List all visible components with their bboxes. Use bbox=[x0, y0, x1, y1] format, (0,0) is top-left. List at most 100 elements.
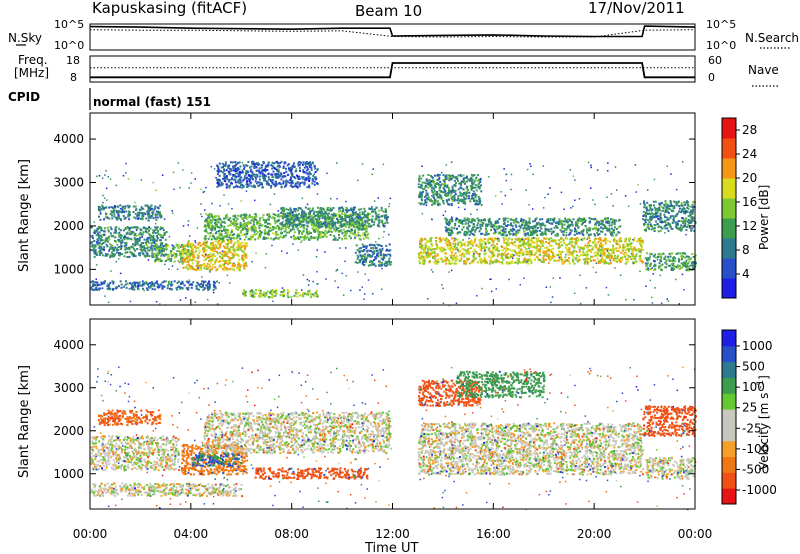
heat-cell bbox=[264, 232, 267, 235]
heat-cell bbox=[287, 163, 290, 166]
heat-cell bbox=[246, 176, 249, 179]
heat-cell bbox=[96, 238, 99, 241]
heat-cell bbox=[218, 174, 221, 177]
heat-cell bbox=[315, 222, 318, 225]
heat-cell bbox=[488, 262, 491, 265]
heat-cell bbox=[373, 243, 376, 246]
heat-cell bbox=[440, 195, 443, 198]
heat-cell bbox=[228, 247, 231, 250]
heat-cell bbox=[627, 254, 630, 257]
heat-cell bbox=[597, 237, 600, 240]
heat-cell bbox=[557, 253, 560, 256]
heat-cell bbox=[464, 197, 467, 200]
heat-cell bbox=[139, 245, 142, 248]
heat-cell bbox=[589, 249, 592, 252]
heat-cell bbox=[228, 172, 231, 175]
heat-cell bbox=[364, 231, 367, 234]
heat-cell bbox=[309, 210, 312, 213]
heat-cell bbox=[310, 237, 313, 240]
heat-cell bbox=[98, 236, 101, 239]
heat-cell bbox=[429, 185, 432, 188]
heat-cell bbox=[258, 220, 261, 223]
heat-cell bbox=[108, 206, 111, 209]
heat-cell bbox=[308, 232, 311, 235]
cpid-label: CPID bbox=[8, 90, 40, 104]
heat-cell bbox=[425, 201, 428, 204]
heat-cell bbox=[307, 221, 310, 224]
heat-cell bbox=[377, 252, 380, 255]
heat-cell bbox=[150, 235, 153, 238]
heat-cell bbox=[315, 211, 318, 213]
heat-cell bbox=[616, 257, 619, 260]
heat-cell bbox=[453, 257, 456, 259]
heat-cell bbox=[548, 240, 551, 243]
heat-cell bbox=[616, 260, 618, 263]
heat-cell bbox=[340, 220, 343, 223]
heat-cell bbox=[234, 216, 237, 219]
heat-cell bbox=[224, 214, 227, 217]
heat-cell bbox=[431, 257, 434, 259]
heat-cell bbox=[511, 255, 514, 258]
heat-cell bbox=[603, 251, 606, 254]
heat-cell bbox=[155, 281, 158, 284]
heat-cell bbox=[154, 281, 157, 284]
heat-cell bbox=[457, 241, 460, 244]
cpid-row: CPID normal (fast) 151 bbox=[8, 88, 211, 110]
heat-cell bbox=[311, 178, 314, 181]
heat-cell bbox=[109, 254, 112, 257]
heat-cell bbox=[422, 255, 425, 258]
heat-cell bbox=[111, 248, 114, 250]
heat-cell bbox=[151, 256, 154, 258]
heat-cell bbox=[95, 281, 98, 284]
heat-cell bbox=[302, 169, 305, 172]
heat-cell bbox=[120, 286, 123, 289]
heat-cell bbox=[230, 222, 233, 225]
heat-cell bbox=[451, 251, 454, 254]
heat-cell bbox=[119, 204, 122, 207]
heat-cell bbox=[595, 246, 598, 249]
heat-cell bbox=[245, 217, 248, 220]
heat-cell bbox=[118, 239, 121, 241]
heat-cell bbox=[112, 255, 115, 258]
heat-cell bbox=[571, 252, 574, 255]
heat-cell bbox=[443, 180, 446, 183]
heat-cell bbox=[207, 286, 210, 289]
heat-cell bbox=[188, 283, 191, 286]
heat-cell bbox=[636, 249, 639, 252]
heat-cell bbox=[464, 201, 466, 204]
heat-cell bbox=[141, 218, 144, 221]
heat-cell bbox=[208, 284, 211, 287]
heat-cell bbox=[285, 183, 288, 186]
heat-cell bbox=[573, 237, 576, 240]
heat-cell bbox=[282, 290, 285, 293]
heat-cell bbox=[244, 246, 246, 248]
heat-cell bbox=[306, 236, 309, 239]
heat-cell bbox=[315, 291, 318, 294]
heat-cell bbox=[161, 285, 164, 288]
heat-cell bbox=[239, 246, 242, 249]
heat-cell bbox=[274, 214, 277, 216]
heat-cell bbox=[378, 248, 381, 251]
heat-cell bbox=[263, 179, 266, 182]
heat-cell bbox=[244, 216, 247, 219]
heat-cell bbox=[302, 220, 305, 223]
heat-cell bbox=[378, 209, 381, 212]
heat-cell bbox=[346, 214, 349, 217]
heat-cell bbox=[451, 259, 454, 262]
heat-cell bbox=[258, 233, 261, 236]
heat-cell bbox=[320, 221, 323, 224]
heat-cell bbox=[315, 294, 318, 297]
heat-cell bbox=[232, 161, 234, 164]
heat-cell bbox=[142, 249, 145, 252]
heat-cell bbox=[220, 222, 223, 225]
heat-cell bbox=[110, 206, 113, 209]
heat-cell bbox=[170, 254, 173, 257]
heat-cell bbox=[153, 230, 155, 233]
heat-cell bbox=[311, 220, 314, 222]
heat-cell bbox=[285, 179, 288, 182]
heat-cell bbox=[233, 222, 236, 225]
heat-cell bbox=[243, 165, 246, 168]
heat-cell bbox=[156, 237, 159, 240]
heat-cell bbox=[430, 174, 432, 177]
heat-cell bbox=[377, 243, 380, 246]
